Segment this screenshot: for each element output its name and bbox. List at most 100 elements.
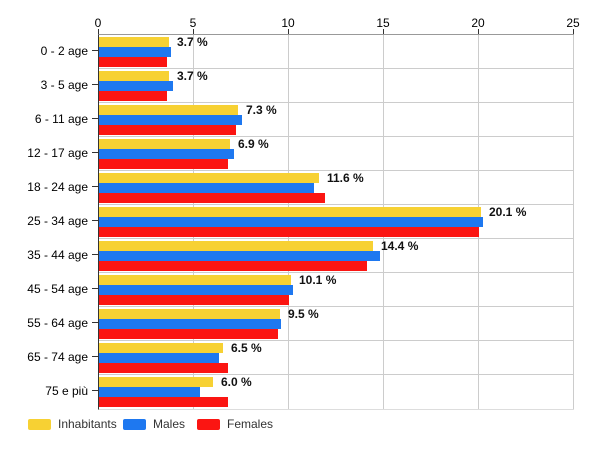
legend-item-inhabitants: Inhabitants [28, 417, 117, 431]
bar-value-label: 10.1 % [299, 273, 337, 287]
bar-value-label: 9.5 % [288, 307, 319, 321]
bar-value-label: 7.3 % [246, 103, 277, 117]
bar-males [99, 217, 483, 227]
bar-males [99, 183, 314, 193]
axis-tick-label: 10 [281, 16, 295, 30]
bar-males [99, 149, 234, 159]
bar-females [99, 91, 167, 101]
axis-tick [573, 29, 574, 38]
axis-tick-label: 5 [189, 16, 197, 30]
axis-tick [98, 29, 99, 38]
axis-tick [193, 29, 194, 38]
bar-females [99, 397, 228, 407]
category-tick [92, 152, 98, 153]
bar-females [99, 193, 325, 203]
gridline-horizontal [99, 306, 574, 307]
bar-inhabitants [99, 309, 280, 319]
bar-females [99, 295, 289, 305]
category-label: 35 - 44 age [27, 248, 88, 262]
bar-inhabitants [99, 377, 213, 387]
bar-females [99, 227, 479, 237]
legend-item-males: Males [123, 417, 185, 431]
category-label: 75 e più [45, 384, 88, 398]
bar-inhabitants [99, 139, 230, 149]
category-tick [92, 254, 98, 255]
category-tick [92, 220, 98, 221]
bar-inhabitants [99, 241, 373, 251]
bar-value-label: 6.0 % [221, 375, 252, 389]
bar-females [99, 57, 167, 67]
gridline-horizontal [99, 204, 574, 205]
category-tick [92, 288, 98, 289]
bar-females [99, 125, 236, 135]
bar-males [99, 47, 171, 57]
bar-females [99, 159, 228, 169]
category-tick [92, 50, 98, 51]
axis-tick-label: 15 [376, 16, 390, 30]
category-tick [92, 186, 98, 187]
axis-tick [383, 29, 384, 38]
category-tick [92, 118, 98, 119]
bar-inhabitants [99, 37, 169, 47]
bar-inhabitants [99, 207, 481, 217]
bar-value-label: 3.7 % [177, 69, 208, 83]
category-tick [92, 356, 98, 357]
gridline-horizontal [99, 340, 574, 341]
axis-tick [288, 29, 289, 38]
axis-tick-label: 0 [94, 16, 102, 30]
bar-males [99, 285, 293, 295]
gridline-vertical [573, 35, 574, 409]
bar-value-label: 20.1 % [489, 205, 527, 219]
category-label: 6 - 11 age [34, 112, 88, 126]
bar-females [99, 363, 228, 373]
legend-label: Males [153, 417, 186, 431]
category-label: 45 - 54 age [27, 282, 88, 296]
chart-legend: Inhabitants Males Females [0, 417, 600, 433]
bar-value-label: 14.4 % [381, 239, 419, 253]
gridline-horizontal [99, 374, 574, 375]
bar-males [99, 115, 242, 125]
legend-label: Inhabitants [58, 417, 117, 431]
bar-males [99, 387, 200, 397]
category-label: 18 - 24 age [27, 180, 88, 194]
gridline-horizontal [99, 170, 574, 171]
axis-tick [478, 29, 479, 38]
axis-tick-label: 20 [471, 16, 485, 30]
plot-area: 3.7 % 3.7 % 7.3 % 6.9 % 11.6 % 20.1 % 14.4 % 10… [98, 34, 574, 410]
gridline-horizontal [99, 136, 574, 137]
bar-value-label: 3.7 % [177, 35, 208, 49]
axis-tick-label: 25 [566, 16, 580, 30]
category-tick [92, 322, 98, 323]
gridline-horizontal [99, 238, 574, 239]
category-label: 12 - 17 age [27, 146, 88, 160]
category-label: 25 - 34 age [27, 214, 88, 228]
bar-males [99, 353, 219, 363]
bar-value-label: 6.5 % [231, 341, 262, 355]
category-label: 0 - 2 age [40, 44, 88, 58]
legend-swatch-males [123, 418, 146, 430]
bar-inhabitants [99, 343, 223, 353]
gridline-horizontal [99, 272, 574, 273]
bar-value-label: 6.9 % [238, 137, 269, 151]
category-label: 3 - 5 age [40, 78, 88, 92]
bar-inhabitants [99, 71, 169, 81]
bar-inhabitants [99, 173, 319, 183]
gridline-horizontal [99, 68, 574, 69]
bar-females [99, 261, 367, 271]
legend-item-females: Females [197, 417, 273, 431]
bar-inhabitants [99, 105, 238, 115]
legend-swatch-inhabitants [28, 418, 51, 430]
bar-inhabitants [99, 275, 291, 285]
category-tick [92, 84, 98, 85]
bar-females [99, 329, 278, 339]
legend-swatch-females [197, 418, 220, 430]
legend-label: Females [227, 417, 274, 431]
category-label: 65 - 74 age [27, 350, 88, 364]
category-tick [92, 390, 98, 391]
bar-value-label: 11.6 % [327, 171, 364, 185]
bar-males [99, 319, 281, 329]
bar-males [99, 251, 380, 261]
category-label: 55 - 64 age [27, 316, 88, 330]
gridline-horizontal [99, 102, 574, 103]
